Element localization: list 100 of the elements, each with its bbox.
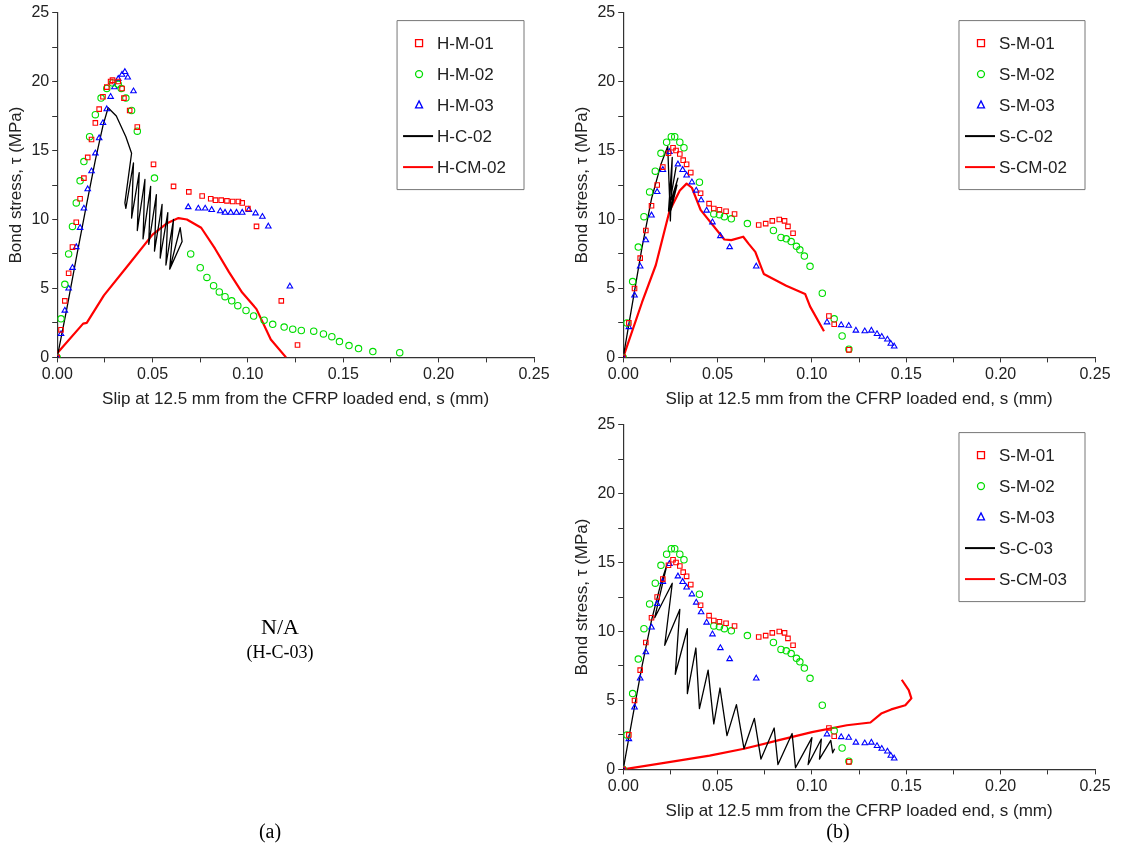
x-axis-title: Slip at 12.5 mm from the CFRP loaded end, s (mm) [665, 389, 1053, 409]
y-tick-label: 10 [597, 209, 616, 227]
point [294, 342, 301, 348]
point [706, 200, 712, 207]
point [806, 262, 814, 271]
point [72, 199, 81, 207]
point [703, 618, 710, 625]
point [676, 138, 684, 146]
point [286, 282, 294, 289]
point [253, 223, 260, 230]
point [800, 252, 809, 260]
y-tick-label: 25 [31, 3, 50, 21]
x-tick-label: 0.20 [985, 777, 1017, 795]
x-tick-label: 0.15 [327, 365, 359, 383]
point [651, 579, 660, 587]
point [224, 198, 230, 204]
point [636, 674, 644, 681]
point [88, 167, 95, 174]
point [688, 590, 696, 597]
legend-label: H-M-01 [437, 33, 494, 53]
point [62, 298, 68, 304]
point [837, 321, 845, 328]
point [677, 151, 683, 157]
point [688, 178, 696, 185]
point [234, 301, 242, 310]
point [84, 185, 92, 192]
point [716, 619, 723, 625]
legend-label: H-M-02 [437, 64, 494, 84]
point [697, 608, 705, 615]
point [861, 739, 869, 746]
point [673, 559, 679, 566]
point [838, 744, 846, 752]
point [653, 188, 661, 195]
point [755, 222, 762, 228]
point [115, 78, 122, 85]
point [309, 327, 318, 335]
point [121, 68, 129, 75]
point [676, 550, 684, 558]
point [631, 291, 638, 298]
point [726, 243, 733, 250]
point [830, 727, 838, 735]
y-tick-label: 20 [597, 71, 616, 89]
point [710, 210, 718, 218]
point [823, 730, 831, 737]
point [790, 230, 796, 237]
point [631, 697, 638, 704]
point [831, 733, 837, 740]
point [697, 190, 704, 197]
point [354, 344, 363, 353]
legend-label: H-C-02 [437, 126, 492, 146]
point [278, 298, 285, 304]
point [792, 242, 801, 251]
point [687, 581, 694, 588]
point [65, 284, 72, 291]
point [216, 207, 224, 214]
point [76, 177, 84, 185]
point [709, 630, 716, 637]
point [727, 215, 736, 223]
point [673, 147, 679, 154]
point [884, 747, 891, 754]
point [150, 161, 157, 168]
legend-label: S-M-02 [998, 64, 1055, 84]
point [674, 160, 682, 167]
point [345, 341, 353, 350]
point [710, 205, 717, 212]
point [395, 348, 404, 357]
point [752, 262, 760, 269]
y-tick-label: 0 [40, 347, 50, 365]
point [61, 280, 69, 289]
point [777, 233, 785, 242]
point [831, 321, 837, 328]
point [717, 232, 724, 239]
legend-label: S-M-03 [998, 95, 1055, 115]
point [185, 189, 192, 195]
x-axis-title: Slip at 12.5 mm from the CFRP loaded end, s (mm) [102, 389, 490, 409]
point [643, 639, 649, 646]
text: N/A [260, 614, 300, 640]
point [769, 218, 776, 224]
point [752, 674, 760, 681]
point [92, 120, 99, 126]
point [715, 622, 724, 631]
point [92, 149, 99, 156]
point [227, 297, 236, 305]
point [787, 649, 795, 658]
point [134, 124, 141, 130]
point [133, 127, 142, 135]
point [806, 674, 814, 683]
text: (H-C-03) [245, 642, 315, 663]
point [680, 144, 688, 152]
legend-label: S-M-03 [998, 507, 1055, 527]
point [785, 635, 791, 642]
point [640, 624, 648, 633]
y-axis-title: Bond stress, τ (MPa) [571, 518, 591, 676]
x-tick-label: 0.05 [701, 365, 734, 383]
point [731, 623, 738, 629]
text: (a) [257, 820, 283, 843]
point [670, 132, 679, 141]
legend-label: S-M-02 [998, 476, 1055, 496]
point [628, 277, 637, 286]
point [218, 197, 225, 203]
